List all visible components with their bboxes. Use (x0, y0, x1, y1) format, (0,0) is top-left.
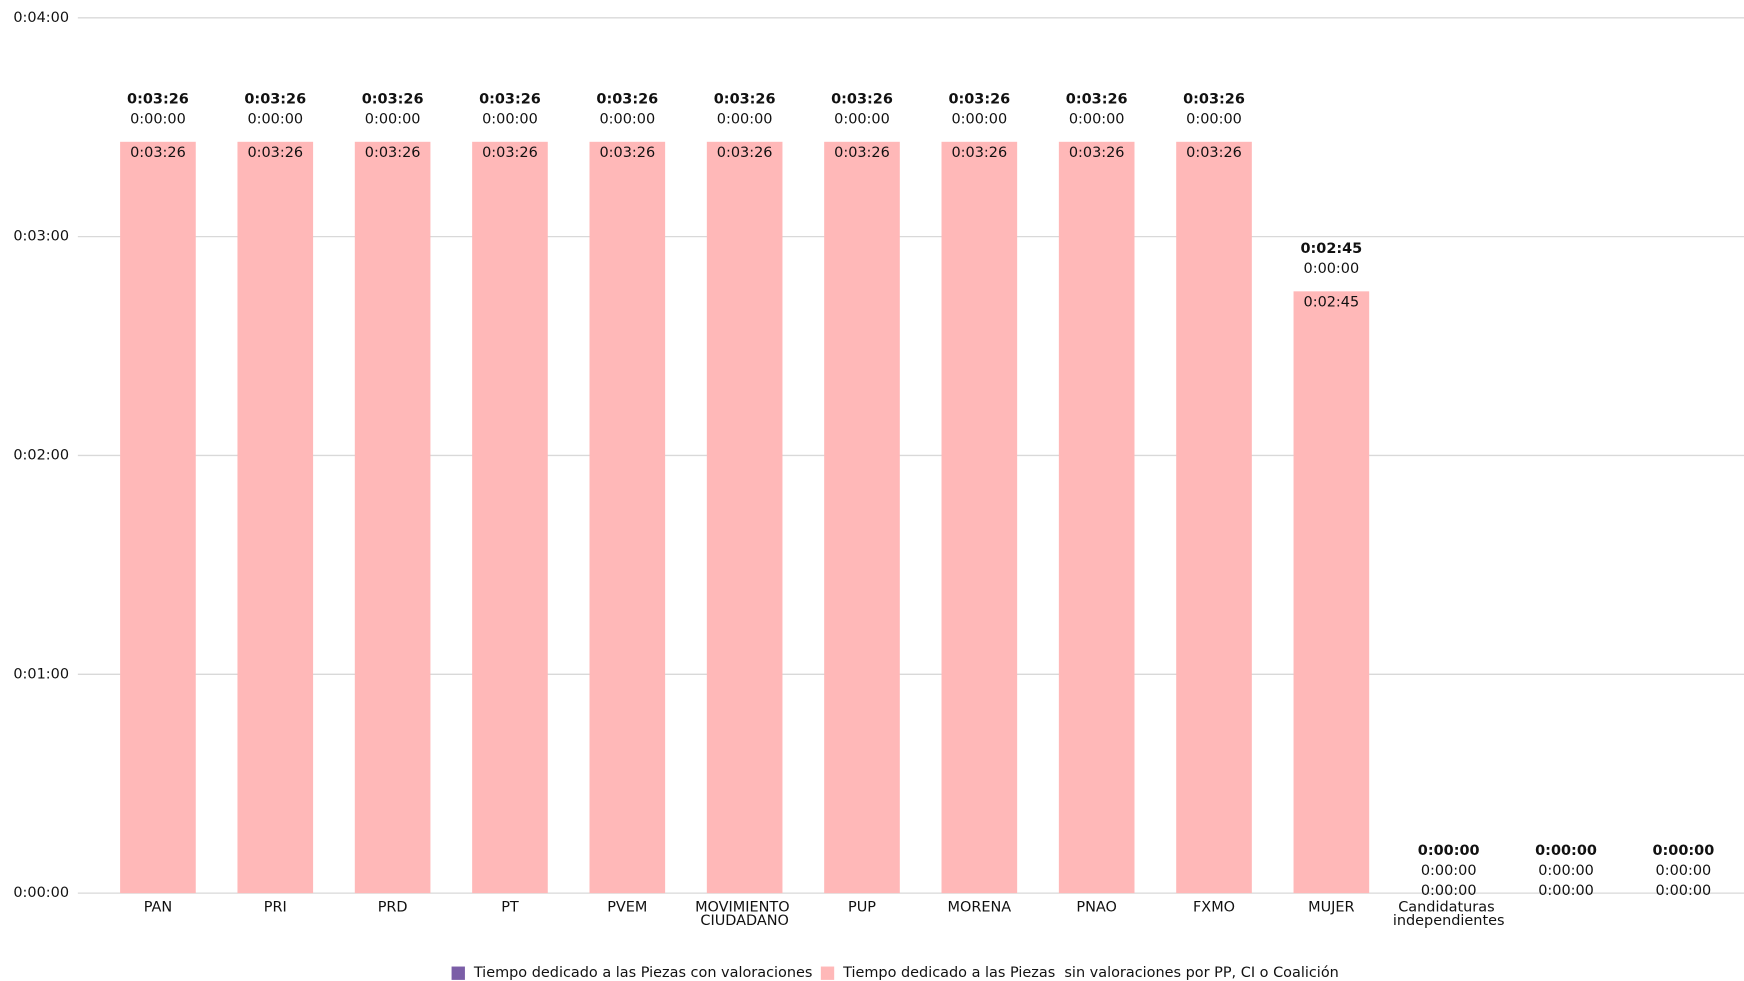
bar-segment (589, 141, 666, 894)
value-label: 0:00:00 (1538, 883, 1594, 899)
value-label: 0:03:26 (130, 145, 186, 161)
x-tick-label: PT (501, 900, 519, 916)
bar-segment (706, 141, 783, 894)
x-tick-label: FXMO (1193, 900, 1235, 916)
x-tick-label: PVEM (607, 900, 647, 916)
total-label: 0:03:26 (1183, 92, 1245, 108)
value-label: 0:03:26 (247, 145, 303, 161)
x-tick-label: MOVIMIENTO CIUDADANO (695, 900, 794, 929)
bar-segment (941, 141, 1018, 894)
value-label: 0:02:45 (1304, 294, 1360, 310)
total-label: 0:00:00 (1418, 843, 1480, 859)
value-label: 0:00:00 (834, 112, 890, 128)
x-tick-label: Candidaturas independientes (1393, 900, 1505, 929)
total-label: 0:02:45 (1300, 241, 1362, 257)
bar-segment (354, 141, 431, 894)
x-tick-label: PRD (378, 900, 408, 916)
total-label: 0:03:26 (362, 92, 424, 108)
value-label: 0:00:00 (1421, 883, 1477, 899)
value-label: 0:03:26 (951, 145, 1007, 161)
legend-swatch (451, 966, 465, 980)
x-tick-label: MORENA (948, 900, 1012, 916)
value-label: 0:00:00 (482, 112, 538, 128)
value-label: 0:00:00 (599, 112, 655, 128)
total-label: 0:03:26 (948, 92, 1010, 108)
bar-segment (472, 141, 548, 894)
legend-swatch (820, 966, 835, 980)
bar-segment (824, 141, 900, 894)
value-label: 0:00:00 (130, 112, 186, 128)
y-tick-label: 0:01:00 (13, 666, 69, 682)
y-tick-label: 0:04:00 (13, 10, 69, 26)
bar-segment (1293, 291, 1370, 894)
bar-segment (1176, 141, 1252, 894)
value-label: 0:00:00 (365, 112, 421, 128)
value-label: 0:03:26 (834, 145, 890, 161)
total-label: 0:03:26 (127, 92, 189, 108)
bar-segment (237, 141, 314, 894)
total-label: 0:03:26 (596, 92, 658, 108)
value-label: 0:03:26 (1069, 145, 1125, 161)
value-label: 0:00:00 (717, 112, 773, 128)
value-label: 0:00:00 (1304, 261, 1360, 277)
value-label: 0:00:00 (1656, 863, 1712, 879)
value-label: 0:00:00 (247, 112, 303, 128)
total-label: 0:03:26 (831, 92, 893, 108)
total-label: 0:00:00 (1535, 843, 1597, 859)
value-label: 0:03:26 (1186, 145, 1242, 161)
bar-segment (1058, 141, 1135, 894)
value-label: 0:00:00 (951, 112, 1007, 128)
value-label: 0:00:00 (1538, 863, 1594, 879)
x-tick-label: PUP (848, 900, 876, 916)
total-label: 0:00:00 (1652, 843, 1714, 859)
x-tick-label: PAN (144, 900, 172, 916)
value-label: 0:03:26 (599, 145, 655, 161)
value-label: 0:00:00 (1656, 883, 1712, 899)
x-tick-label: PNAO (1076, 900, 1117, 916)
total-label: 0:03:26 (714, 92, 776, 108)
bar-segment (120, 141, 196, 894)
value-label: 0:03:26 (482, 145, 538, 161)
value-label: 0:00:00 (1069, 112, 1125, 128)
x-tick-label: PRI (264, 900, 287, 916)
total-label: 0:03:26 (479, 92, 541, 108)
value-label: 0:03:26 (365, 145, 421, 161)
y-tick-label: 0:02:00 (13, 447, 69, 463)
y-tick-label: 0:03:00 (13, 229, 69, 245)
value-label: 0:00:00 (1186, 112, 1242, 128)
y-tick-label: 0:00:00 (13, 885, 69, 901)
value-label: 0:03:26 (717, 145, 773, 161)
total-label: 0:03:26 (244, 92, 306, 108)
total-label: 0:03:26 (1066, 92, 1128, 108)
x-tick-label: MUJER (1308, 900, 1354, 916)
value-label: 0:00:00 (1421, 863, 1477, 879)
legend-label: Tiempo dedicado a las Piezas con valorac… (473, 965, 813, 981)
legend-label: Tiempo dedicado a las Piezas sin valorac… (842, 965, 1339, 981)
